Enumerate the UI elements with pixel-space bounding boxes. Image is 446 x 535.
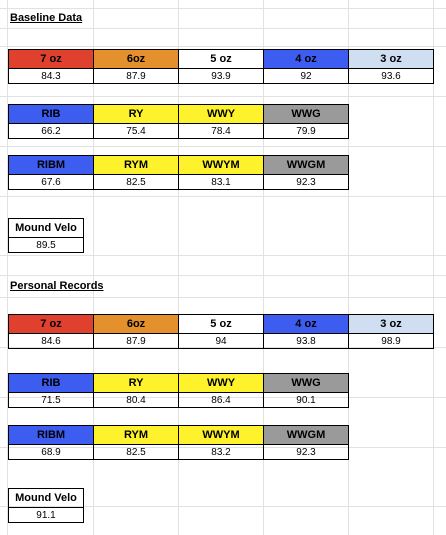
grid-row-line: [0, 146, 446, 147]
oz-header-cell[interactable]: 7 oz: [8, 49, 94, 69]
mound-velo-label-cell[interactable]: Mound Velo: [8, 218, 84, 238]
grid-row-line: [0, 347, 446, 348]
mound-velo-value-cell[interactable]: 89.5: [8, 237, 84, 253]
ballm-header-cell[interactable]: WWYM: [178, 425, 264, 445]
baseline-ball-value-row: 66.2 75.4 78.4 79.9: [8, 123, 349, 139]
ball-header-cell[interactable]: WWG: [263, 373, 349, 393]
oz-header-cell[interactable]: 3 oz: [348, 49, 434, 69]
ball-value-cell[interactable]: 90.1: [263, 392, 349, 408]
oz-value-cell[interactable]: 98.9: [348, 333, 434, 349]
records-oz-value-row: 84.6 87.9 94 93.8 98.9: [8, 333, 434, 349]
baseline-ball-header-row: RIB RY WWY WWG: [8, 104, 349, 124]
oz-value-cell[interactable]: 93.6: [348, 68, 434, 84]
grid-column-line: [348, 0, 349, 535]
baseline-oz-value-row: 84.3 87.9 93.9 92 93.6: [8, 68, 434, 84]
ballm-value-cell[interactable]: 82.5: [93, 444, 179, 460]
grid-column-line: [93, 0, 94, 535]
ballm-header-cell[interactable]: WWGM: [263, 425, 349, 445]
ballm-header-cell[interactable]: RIBM: [8, 425, 94, 445]
oz-header-cell[interactable]: 4 oz: [263, 314, 349, 334]
grid-row-line: [0, 28, 446, 29]
ball-header-cell[interactable]: WWY: [178, 104, 264, 124]
ball-header-cell[interactable]: WWY: [178, 373, 264, 393]
oz-value-cell[interactable]: 87.9: [93, 68, 179, 84]
grid-row-line: [0, 397, 446, 398]
records-section-title: Personal Records: [10, 280, 104, 292]
grid-row-line: [0, 96, 446, 97]
oz-header-cell[interactable]: 6oz: [93, 314, 179, 334]
ballm-header-cell[interactable]: WWYM: [178, 155, 264, 175]
ballm-header-cell[interactable]: RYM: [93, 425, 179, 445]
grid-column-line: [7, 0, 8, 535]
baseline-mound-header-row: Mound Velo: [8, 218, 84, 238]
ball-value-cell[interactable]: 79.9: [263, 123, 349, 139]
grid-row-line: [0, 506, 446, 507]
ballm-value-cell[interactable]: 92.3: [263, 174, 349, 190]
ball-value-cell[interactable]: 75.4: [93, 123, 179, 139]
mound-velo-value-cell[interactable]: 91.1: [8, 507, 84, 523]
grid-column-line: [263, 0, 264, 535]
ballm-value-cell[interactable]: 68.9: [8, 444, 94, 460]
grid-row-line: [0, 255, 446, 256]
baseline-section-title: Baseline Data: [10, 12, 83, 24]
records-mound-value-row: 91.1: [8, 507, 84, 523]
oz-header-cell[interactable]: 7 oz: [8, 314, 94, 334]
ball-header-cell[interactable]: RIB: [8, 104, 94, 124]
oz-value-cell[interactable]: 92: [263, 68, 349, 84]
grid-row-line: [0, 46, 446, 47]
ballm-header-cell[interactable]: RIBM: [8, 155, 94, 175]
ball-value-cell[interactable]: 66.2: [8, 123, 94, 139]
baseline-ballm-value-row: 67.6 82.5 83.1 92.3: [8, 174, 349, 190]
oz-header-cell[interactable]: 5 oz: [178, 49, 264, 69]
ball-value-cell[interactable]: 80.4: [93, 392, 179, 408]
baseline-ballm-header-row: RIBM RYM WWYM WWGM: [8, 155, 349, 175]
oz-value-cell[interactable]: 87.9: [93, 333, 179, 349]
records-ball-header-row: RIB RY WWY WWG: [8, 373, 349, 393]
grid-row-line: [0, 297, 446, 298]
ballm-value-cell[interactable]: 83.2: [178, 444, 264, 460]
ball-header-cell[interactable]: RIB: [8, 373, 94, 393]
ball-header-cell[interactable]: RY: [93, 104, 179, 124]
grid-row-line: [0, 8, 446, 9]
baseline-oz-header-row: 7 oz 6oz 5 oz 4 oz 3 oz: [8, 49, 434, 69]
baseline-mound-value-row: 89.5: [8, 237, 84, 253]
oz-value-cell[interactable]: 84.6: [8, 333, 94, 349]
grid-column-line: [433, 0, 434, 535]
records-ballm-header-row: RIBM RYM WWYM WWGM: [8, 425, 349, 445]
grid-row-line: [0, 447, 446, 448]
oz-value-cell[interactable]: 84.3: [8, 68, 94, 84]
records-ball-value-row: 71.5 80.4 86.4 90.1: [8, 392, 349, 408]
ball-value-cell[interactable]: 78.4: [178, 123, 264, 139]
ball-value-cell[interactable]: 71.5: [8, 392, 94, 408]
oz-header-cell[interactable]: 3 oz: [348, 314, 434, 334]
ball-value-cell[interactable]: 86.4: [178, 392, 264, 408]
oz-value-cell[interactable]: 94: [178, 333, 264, 349]
ballm-header-cell[interactable]: WWGM: [263, 155, 349, 175]
grid-row-line: [0, 275, 446, 276]
grid-row-line: [0, 196, 446, 197]
oz-header-cell[interactable]: 4 oz: [263, 49, 349, 69]
records-oz-header-row: 7 oz 6oz 5 oz 4 oz 3 oz: [8, 314, 434, 334]
grid-column-line: [178, 0, 179, 535]
ballm-value-cell[interactable]: 83.1: [178, 174, 264, 190]
oz-header-cell[interactable]: 6oz: [93, 49, 179, 69]
ballm-value-cell[interactable]: 67.6: [8, 174, 94, 190]
oz-value-cell[interactable]: 93.9: [178, 68, 264, 84]
ball-header-cell[interactable]: WWG: [263, 104, 349, 124]
ball-header-cell[interactable]: RY: [93, 373, 179, 393]
ballm-value-cell[interactable]: 92.3: [263, 444, 349, 460]
oz-header-cell[interactable]: 5 oz: [178, 314, 264, 334]
records-ballm-value-row: 68.9 82.5 83.2 92.3: [8, 444, 349, 460]
ballm-header-cell[interactable]: RYM: [93, 155, 179, 175]
oz-value-cell[interactable]: 93.8: [263, 333, 349, 349]
mound-velo-label-cell[interactable]: Mound Velo: [8, 488, 84, 508]
records-mound-header-row: Mound Velo: [8, 488, 84, 508]
ballm-value-cell[interactable]: 82.5: [93, 174, 179, 190]
